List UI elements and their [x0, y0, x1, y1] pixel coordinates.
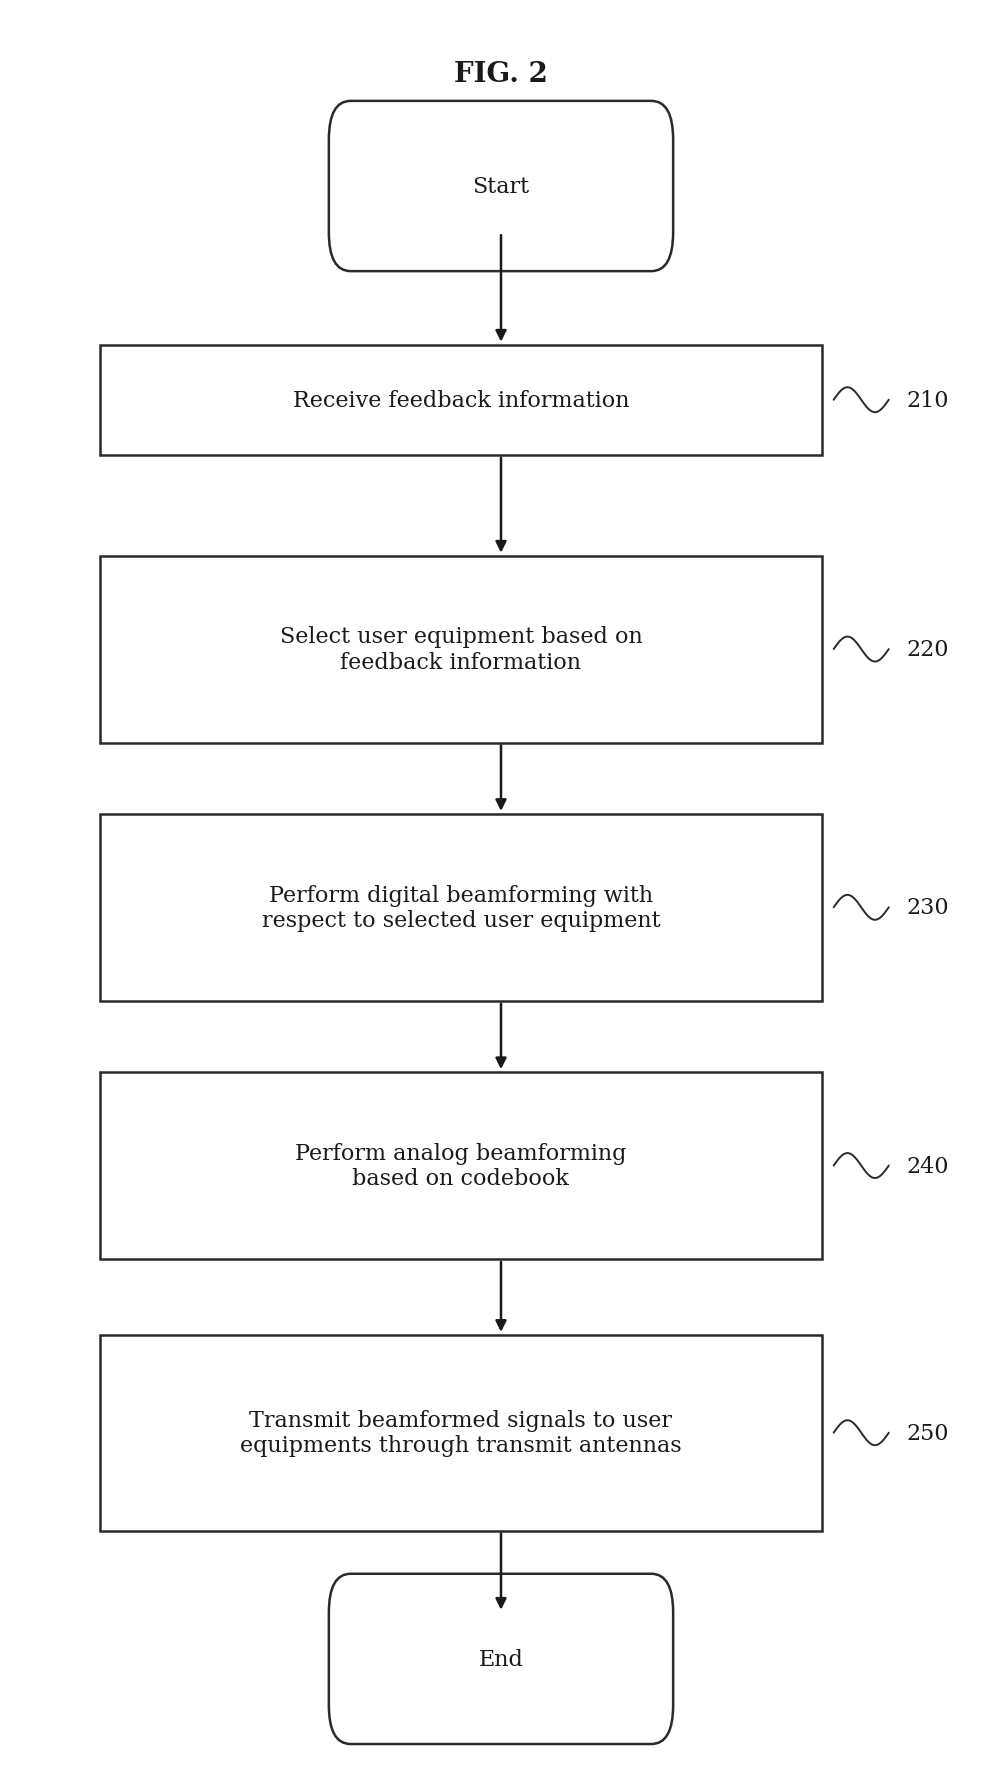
Text: Receive feedback information: Receive feedback information [293, 390, 629, 411]
Text: FIG. 2: FIG. 2 [454, 61, 548, 89]
Bar [100, 1335, 822, 1531]
FancyBboxPatch shape [329, 101, 673, 272]
Text: Select user equipment based on
feedback information: Select user equipment based on feedback … [280, 627, 642, 673]
Text: Transmit beamformed signals to user
equipments through transmit antennas: Transmit beamformed signals to user equi… [240, 1410, 681, 1456]
Bar [100, 1072, 822, 1260]
Bar [100, 345, 822, 456]
Text: Perform analog beamforming
based on codebook: Perform analog beamforming based on code… [296, 1143, 626, 1189]
Bar [100, 815, 822, 1000]
Text: 240: 240 [907, 1155, 949, 1177]
FancyBboxPatch shape [329, 1574, 673, 1744]
Text: Perform digital beamforming with
respect to selected user equipment: Perform digital beamforming with respect… [262, 885, 660, 931]
Text: Start: Start [472, 176, 530, 198]
Text: 220: 220 [907, 639, 949, 660]
Text: 230: 230 [907, 897, 950, 918]
Text: 250: 250 [907, 1422, 949, 1444]
Bar [100, 557, 822, 744]
Text: 210: 210 [907, 390, 949, 411]
Text: End: End [479, 1648, 523, 1670]
